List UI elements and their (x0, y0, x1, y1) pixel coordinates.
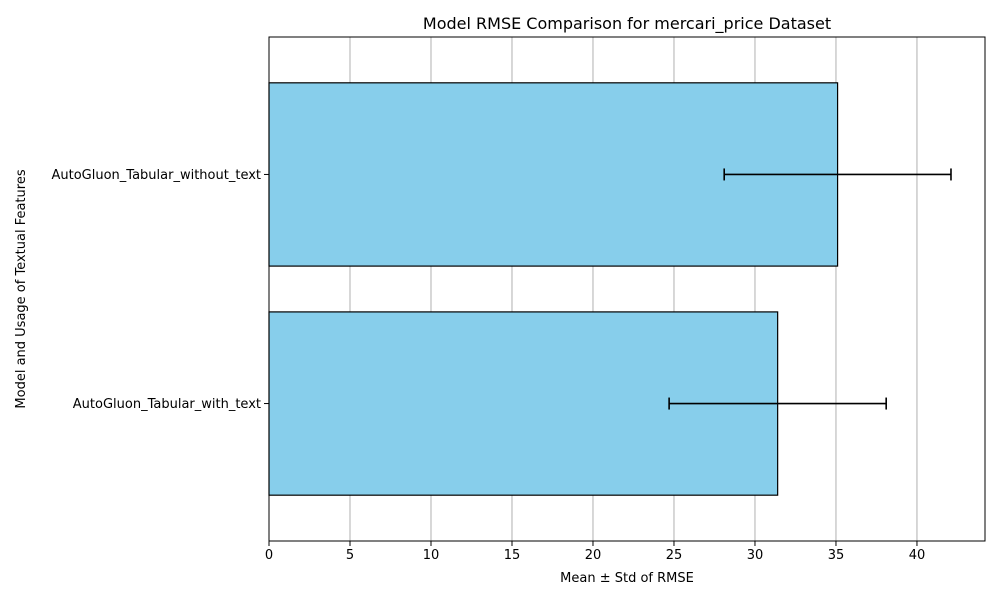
chart-title: Model RMSE Comparison for mercari_price … (423, 14, 831, 34)
y-tick-label: AutoGluon_Tabular_with_text (73, 397, 261, 412)
x-axis-label: Mean ± Std of RMSE (560, 571, 694, 586)
bar-layer (268, 82, 839, 496)
y-tick-label: AutoGluon_Tabular_without_text (52, 168, 262, 183)
x-tick-label: 0 (265, 548, 273, 563)
x-tick-label: 10 (423, 548, 440, 563)
y-tick-layer: AutoGluon_Tabular_with_text AutoGluon_Tab… (52, 168, 269, 412)
x-tick-label: 25 (666, 548, 683, 563)
x-tick-label: 40 (909, 548, 926, 563)
x-tick-label: 15 (504, 548, 521, 563)
error-bar-layer (668, 168, 952, 410)
x-tick-label: 30 (747, 548, 764, 563)
x-tick-label: 20 (585, 548, 602, 563)
x-tick-label: 35 (828, 548, 845, 563)
plot-frame (268, 36, 986, 542)
y-axis-label: Model and Usage of Textual Features (14, 169, 29, 408)
x-tick-layer: 0 5 10 15 20 25 30 35 40 (265, 541, 925, 563)
x-tick-label: 5 (346, 548, 354, 563)
